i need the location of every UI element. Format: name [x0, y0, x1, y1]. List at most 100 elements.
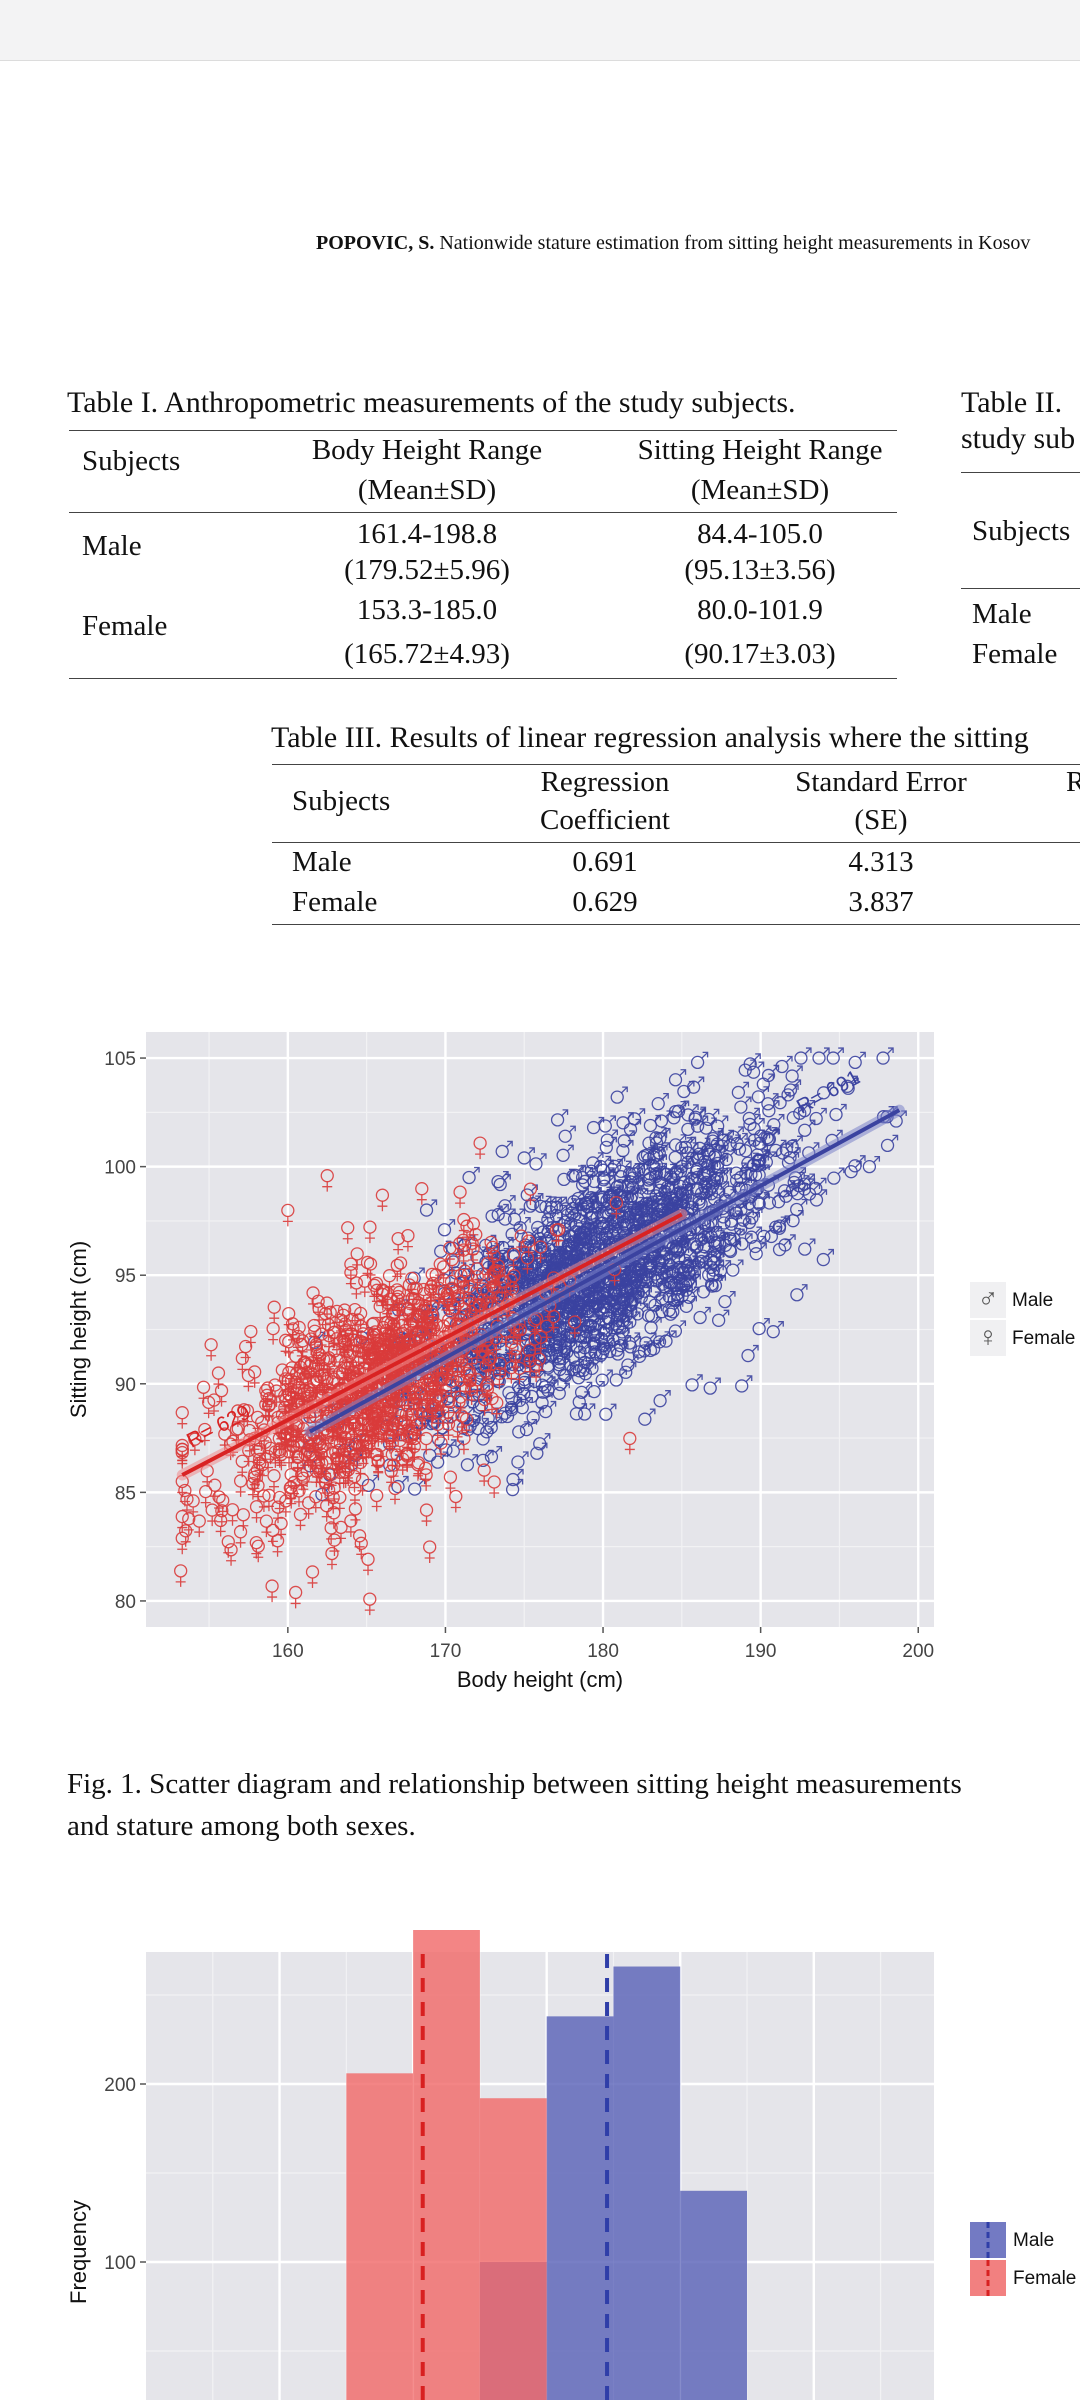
male-point: [798, 1123, 812, 1137]
male-point-arrow: [598, 1242, 606, 1250]
male-point: [502, 1386, 516, 1400]
male-point-arrow: [734, 1210, 742, 1218]
y-tick-label: 80: [115, 1592, 136, 1613]
male-point: [816, 1252, 830, 1267]
male-point: [600, 1303, 615, 1317]
male-point: [693, 1141, 707, 1155]
male-point: [652, 1335, 667, 1349]
table1-header-sit-2: (Mean±SD): [690, 474, 830, 506]
male-point: [446, 1444, 460, 1458]
male-point: [557, 1172, 571, 1187]
male-point: [668, 1073, 683, 1087]
male-point-arrow: [691, 1104, 699, 1112]
female-point-cross: [514, 1374, 525, 1385]
male-point-arrow: [653, 1291, 661, 1299]
male-point: [414, 1406, 428, 1420]
male-point: [595, 1373, 609, 1387]
male-point: [648, 1298, 662, 1312]
female-point-cross: [402, 1241, 413, 1252]
male-point: [706, 1263, 721, 1277]
male-point-arrow: [624, 1296, 632, 1304]
table1-row-male-subject: Male: [82, 530, 142, 562]
male-point: [862, 1159, 877, 1174]
male-point: [762, 1132, 777, 1146]
male-point: [748, 1239, 762, 1254]
male-point: [567, 1195, 581, 1209]
male-point-arrow: [886, 1047, 894, 1055]
male-point-arrow: [587, 1198, 595, 1206]
male-point: [797, 1103, 812, 1118]
male-point: [642, 1136, 656, 1150]
male-point-arrow: [744, 1096, 752, 1104]
male-point-arrow: [637, 1177, 644, 1185]
male-point-arrow: [873, 1155, 881, 1163]
male-point: [653, 1394, 667, 1408]
male-point-arrow: [716, 1175, 724, 1183]
male-point-arrow: [597, 1380, 605, 1388]
male-point: [529, 1157, 543, 1171]
male-point-arrow: [549, 1400, 557, 1408]
male-point: [508, 1249, 522, 1263]
male-point-arrow: [686, 1171, 694, 1179]
male-point-arrow: [547, 1260, 555, 1268]
table1-row-male-body-range: 161.4-198.8: [356, 518, 498, 550]
male-point-arrow: [665, 1172, 673, 1180]
male-point: [621, 1358, 635, 1372]
male-point: [538, 1380, 552, 1394]
male-point-arrow: [563, 1382, 570, 1390]
male-point-arrow: [744, 1199, 752, 1207]
female-point: [188, 1432, 202, 1446]
male-point-arrow: [609, 1403, 617, 1411]
male-point: [476, 1453, 490, 1468]
male-point: [671, 1290, 685, 1304]
male-point: [751, 1090, 766, 1104]
female-point: [460, 1219, 474, 1233]
male-point-arrow: [797, 1106, 804, 1114]
male-point: [738, 1144, 753, 1158]
male-point: [622, 1266, 636, 1281]
table3-top-rule: [272, 764, 1080, 765]
male-point-arrow: [616, 1328, 624, 1336]
male-point: [744, 1167, 758, 1182]
male-point-arrow: [679, 1320, 687, 1328]
table3-header-se-1: Standard Error: [795, 766, 967, 798]
male-point: [585, 1319, 600, 1333]
female-point: [568, 1315, 582, 1329]
running-head-author: POPOVIC, S.: [316, 232, 435, 254]
male-point-arrow: [642, 1159, 650, 1167]
male-point-arrow: [568, 1125, 576, 1133]
male-point-arrow: [819, 1177, 827, 1185]
male-point: [759, 1155, 773, 1169]
male-point: [685, 1378, 699, 1392]
male-point: [734, 1100, 748, 1114]
running-head-title: Nationwide stature estimation from sitti…: [434, 232, 1031, 254]
male-point-arrow: [680, 1239, 688, 1247]
male-point: [513, 1393, 527, 1407]
male-point: [517, 1151, 531, 1165]
male-point-arrow: [697, 1076, 705, 1084]
male-point: [578, 1174, 592, 1189]
male-point: [827, 1171, 841, 1185]
male-point-arrow: [577, 1191, 585, 1198]
male-point: [505, 1227, 519, 1241]
male-point-arrow: [743, 1138, 751, 1146]
male-point-arrow: [891, 1134, 899, 1142]
male-point: [681, 1122, 695, 1137]
table3-header-reg-1: Regression: [540, 766, 670, 798]
male-point-arrow: [837, 1167, 845, 1175]
male-point-arrow: [641, 1303, 649, 1311]
male-point-arrow: [687, 1204, 694, 1212]
male-point-arrow: [717, 1230, 725, 1238]
male-point: [678, 1140, 693, 1154]
male-point-arrow: [576, 1358, 584, 1366]
male-point-arrow: [788, 1234, 796, 1242]
male-point: [738, 1063, 752, 1077]
male-point-arrow: [598, 1318, 606, 1326]
male-point: [603, 1344, 617, 1359]
male-point-arrow: [723, 1233, 731, 1241]
table3-bottom-rule: [272, 924, 1080, 925]
male-point-arrow: [667, 1263, 675, 1271]
female-point: [288, 1585, 303, 1600]
female-point: [248, 1365, 262, 1379]
